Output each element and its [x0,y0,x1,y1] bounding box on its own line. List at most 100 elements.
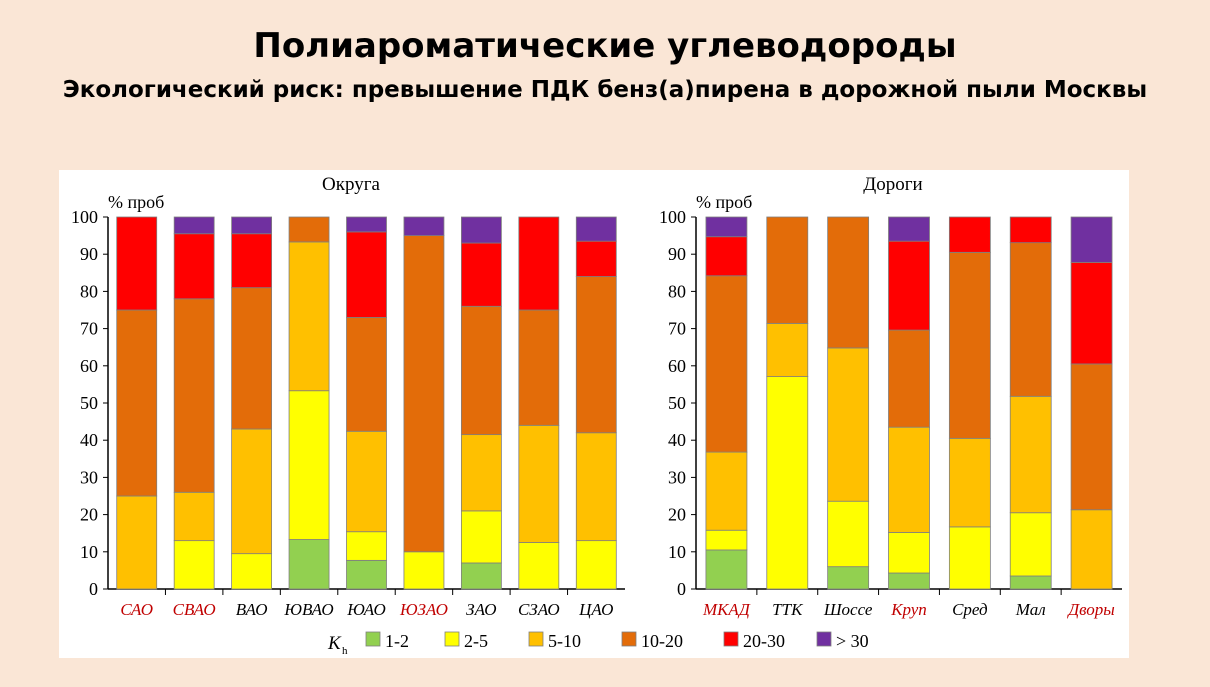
bar-segment [460,305,502,436]
bar-segment [705,275,748,453]
y-tick-label: 50 [668,393,686,413]
bar-segment [766,216,809,324]
y-tick-label: 10 [80,542,98,562]
chart-dorogi: Дороги % проб 0 10 20 30 40 50 60 70 80 90 100 МКАД ТТ… [659,174,1122,619]
bar-segment [888,532,930,574]
bar-segment [705,549,748,590]
slide-subtitle: Экологический риск: превышение ПДК бенз(… [62,77,1148,103]
bar-segment [460,216,502,244]
bar-segment [575,540,617,590]
bar-segment [518,542,560,590]
bar-segment [346,216,387,233]
x-tick-label: Круп [890,600,927,619]
bar-segment [288,241,330,392]
bar-segment [827,566,870,590]
bar-segment [705,451,748,531]
y-tick-label: 40 [80,430,98,450]
legend-label: 2-5 [464,631,488,651]
bar-segment [1070,509,1113,590]
legend-swatch [816,631,832,647]
bar-segment [346,531,387,561]
y-tick-label: 80 [80,281,98,301]
y-tick-label: 60 [80,356,98,376]
bar-segment [173,233,215,300]
bar-segment [116,495,158,590]
bar-segment [948,526,991,590]
legend-label: 1-2 [385,631,409,651]
bar-segment [888,329,930,428]
bar-segment [575,216,617,242]
bar-segment [460,510,502,564]
bar-segment [460,434,502,512]
bar-segment [173,540,215,590]
bar-segment [766,376,809,590]
bar-segment [346,430,387,533]
y-tick-label: 0 [677,579,686,599]
legend-swatch [444,631,460,647]
bar-segment [460,242,502,307]
chart-title: Округа [322,174,380,195]
x-tick-label: ЦАО [578,600,613,619]
y-axis-label: % проб [108,192,164,212]
chart-title: Дороги [863,174,922,195]
y-tick-label: 30 [80,467,98,487]
bar-segment [705,216,748,238]
x-tick-label: ЮВАО [283,600,333,619]
bar-segment [346,231,387,318]
bar-segment [288,390,330,540]
legend-label: 20-30 [743,631,785,651]
bar-segment [518,424,560,543]
x-tick-label: СВАО [173,600,216,619]
bar-segment [518,216,560,311]
bar-segment [948,216,991,253]
x-tick-label: ЗАО [466,600,496,619]
bar-segment [231,216,273,235]
legend-swatch [723,631,739,647]
y-tick-label: 30 [668,467,686,487]
y-tick-label: 40 [668,430,686,450]
y-tick-label: 100 [71,207,98,227]
legend-symbol: K [327,633,342,654]
bar-segment [705,236,748,277]
bar-segment [460,562,502,590]
bar-segment [403,216,445,237]
bar-segment [888,572,930,590]
y-tick-label: 50 [80,393,98,413]
x-tick-label: Дворы [1066,600,1114,619]
legend-label: > 30 [836,631,869,651]
y-tick-label: 80 [668,281,686,301]
bar-segment [948,251,991,439]
bar-segment [403,551,445,590]
y-tick-label: 90 [80,244,98,264]
bar-segment [288,539,330,590]
legend-swatch [528,631,544,647]
bar-segment [888,216,930,242]
y-tick-label: 60 [668,356,686,376]
y-tick-label: 20 [668,505,686,525]
bar-segment [705,529,748,551]
legend-label: 10-20 [641,631,683,651]
y-tick-label: 90 [668,244,686,264]
bar-segment [116,216,158,311]
bar-segment [827,347,870,502]
legend-swatch [621,631,637,647]
y-tick-label: 70 [668,319,686,339]
bar-segment [1070,261,1113,365]
bar-segment [518,309,560,426]
bar-segment [116,309,158,497]
bar-segment [346,317,387,432]
bar-segment [231,553,273,590]
bar-segment [173,491,215,542]
bar-segment [575,240,617,277]
bar-segment [1070,363,1113,511]
bar-segment [1009,395,1052,514]
bar-segment [948,437,991,528]
y-axis-label: % проб [696,192,752,212]
bar-segment [766,322,809,377]
bar-segment [888,240,930,331]
x-tick-label: Шоссе [823,600,873,619]
legend-label: 5-10 [548,631,581,651]
y-tick-label: 100 [659,207,686,227]
x-tick-label: МКАД [702,600,751,619]
